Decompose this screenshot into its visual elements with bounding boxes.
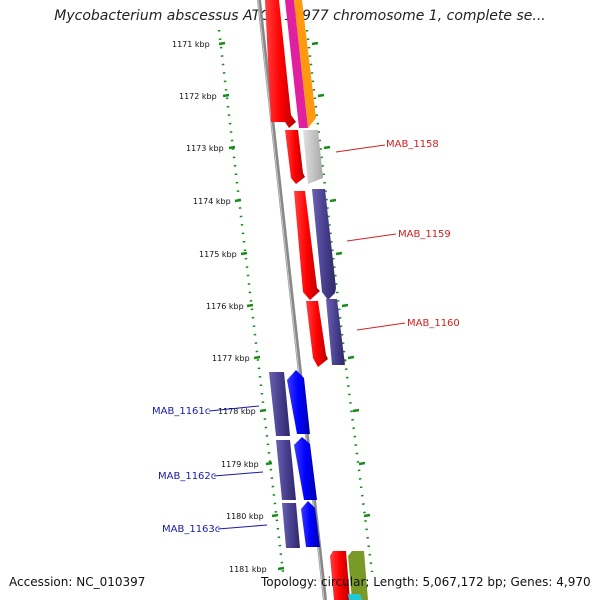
- gene-mab-1161c-cds[interactable]: [287, 370, 310, 434]
- tick-label: 1173 kbp: [186, 144, 224, 153]
- label-mab-1159[interactable]: MAB_1159: [346, 229, 451, 242]
- tick-labels: 1171 kbp 1172 kbp 1173 kbp 1174 kbp 1175…: [172, 40, 267, 574]
- gene-mab-1158-cds[interactable]: [285, 130, 305, 184]
- tick-label: 1179 kbp: [221, 460, 259, 469]
- label-mab-1161c[interactable]: MAB_1161c: [152, 405, 260, 417]
- feature-top-red[interactable]: [265, 0, 296, 128]
- tick-ring-left: [217, 29, 285, 573]
- gene-label: MAB_1163c: [162, 524, 220, 535]
- label-mab-1163c[interactable]: MAB_1163c: [162, 524, 268, 535]
- gene-label: MAB_1161c: [152, 406, 210, 417]
- tick-label: 1175 kbp: [199, 250, 237, 259]
- tick-label: 1174 kbp: [193, 197, 231, 206]
- feature-bottom-cyan[interactable]: [348, 594, 362, 600]
- label-mab-1160[interactable]: MAB_1160: [356, 318, 460, 331]
- gene-mab-1163c-cds[interactable]: [301, 501, 320, 547]
- gene-mab-1159-gene[interactable]: [312, 189, 336, 300]
- gene-mab-1161c-gene[interactable]: [269, 372, 290, 436]
- label-mab-1158[interactable]: MAB_1158: [335, 139, 439, 153]
- tick-label: 1178 kbp: [218, 407, 256, 416]
- feature-bottom-green[interactable]: [348, 551, 368, 600]
- gene-mab-1163c-gene[interactable]: [282, 503, 300, 548]
- tick-label: 1171 kbp: [172, 40, 210, 49]
- gene-label: MAB_1162c: [158, 471, 216, 482]
- tick-label: 1177 kbp: [212, 354, 250, 363]
- gene-label: MAB_1158: [386, 139, 439, 150]
- tick-label: 1176 kbp: [206, 302, 244, 311]
- feature-top-magenta[interactable]: [285, 0, 308, 128]
- tick-label: 1181 kbp: [229, 565, 267, 574]
- label-mab-1162c[interactable]: MAB_1162c: [158, 471, 264, 482]
- gene-mab-1159-cds[interactable]: [294, 191, 320, 300]
- gene-label: MAB_1160: [407, 318, 460, 329]
- tick-label: 1180 kbp: [226, 512, 264, 521]
- accession-text: Accession: NC_010397: [9, 575, 146, 589]
- gene-mab-1158-gene[interactable]: [303, 130, 323, 184]
- genome-stats-text: Topology: circular; Length: 5,067,172 bp…: [261, 575, 591, 589]
- tick-ring-right-lower: [343, 359, 374, 573]
- gene-mab-1162c-cds[interactable]: [294, 437, 317, 500]
- major-ticks: [218, 41, 285, 571]
- gene-mab-1160-gene[interactable]: [326, 299, 345, 365]
- feature-bottom-red[interactable]: [330, 551, 350, 600]
- right-ticks: [311, 41, 371, 518]
- gene-mab-1160-cds[interactable]: [306, 301, 328, 367]
- tick-label: 1172 kbp: [179, 92, 217, 101]
- feature-top-orange[interactable]: [294, 0, 316, 128]
- gene-mab-1162c-gene[interactable]: [276, 440, 296, 500]
- gene-label: MAB_1159: [398, 229, 451, 240]
